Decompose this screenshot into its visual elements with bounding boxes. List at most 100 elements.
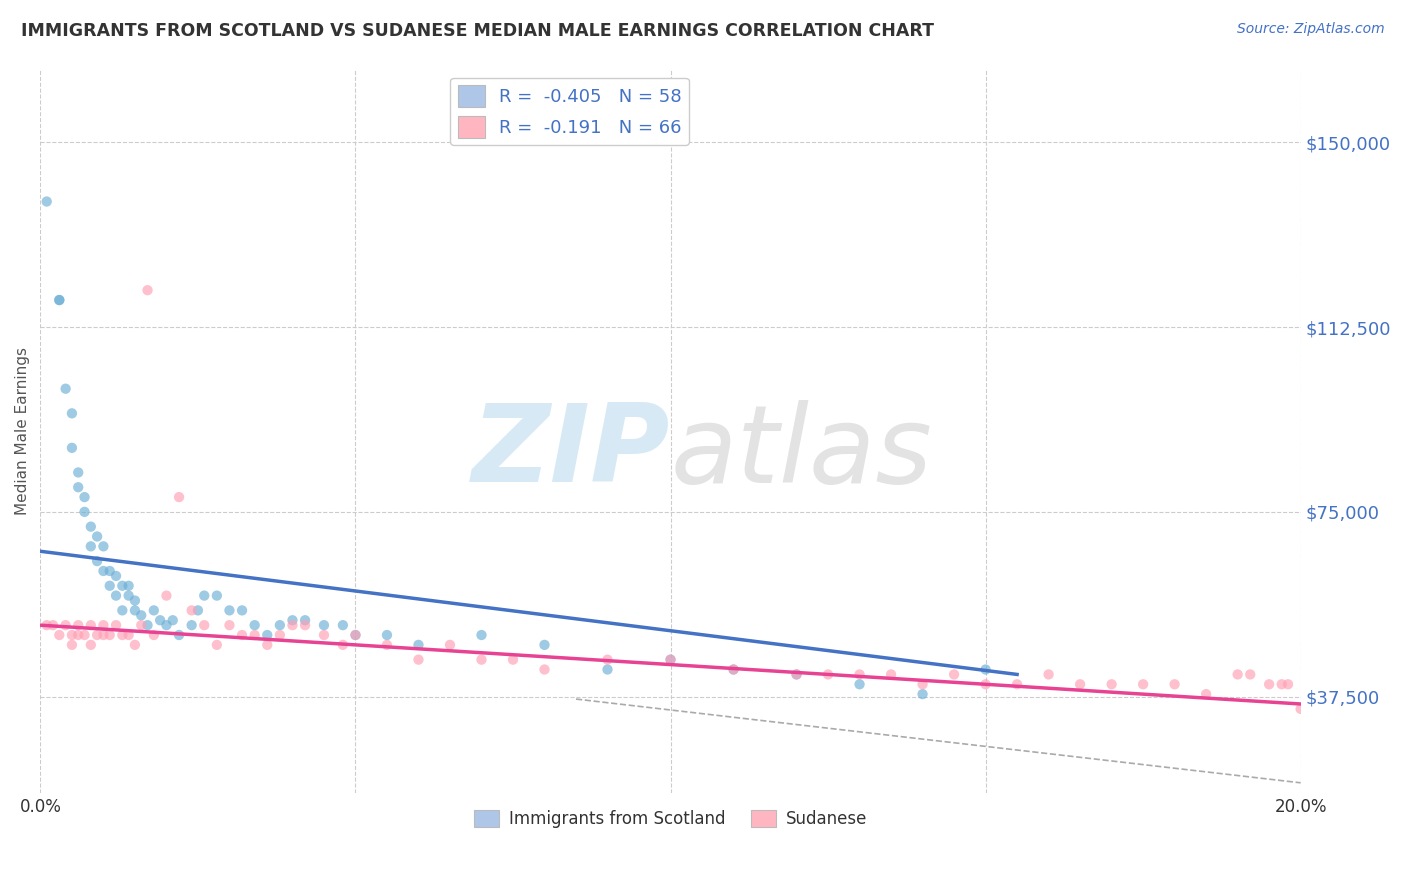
- Point: [312, 618, 335, 632]
- Point: [105, 618, 128, 632]
- Point: [294, 613, 316, 627]
- Point: [218, 603, 240, 617]
- Point: [439, 638, 461, 652]
- Point: [167, 490, 190, 504]
- Point: [117, 628, 139, 642]
- Point: [1195, 687, 1218, 701]
- Point: [408, 653, 430, 667]
- Point: [142, 603, 165, 617]
- Point: [67, 628, 90, 642]
- Point: [73, 490, 96, 504]
- Point: [93, 540, 115, 554]
- Text: IMMIGRANTS FROM SCOTLAND VS SUDANESE MEDIAN MALE EARNINGS CORRELATION CHART: IMMIGRANTS FROM SCOTLAND VS SUDANESE MED…: [21, 22, 934, 40]
- Point: [35, 194, 58, 209]
- Point: [470, 653, 492, 667]
- Text: atlas: atlas: [671, 400, 932, 505]
- Point: [723, 663, 745, 677]
- Point: [48, 293, 70, 307]
- Point: [1239, 667, 1261, 681]
- Point: [55, 382, 77, 396]
- Point: [1277, 677, 1299, 691]
- Point: [848, 667, 870, 681]
- Point: [848, 677, 870, 691]
- Point: [117, 589, 139, 603]
- Point: [205, 589, 228, 603]
- Point: [1132, 677, 1154, 691]
- Point: [60, 628, 83, 642]
- Point: [73, 628, 96, 642]
- Point: [67, 618, 90, 632]
- Point: [375, 638, 398, 652]
- Point: [596, 663, 619, 677]
- Point: [375, 628, 398, 642]
- Point: [880, 667, 903, 681]
- Point: [98, 628, 121, 642]
- Point: [155, 618, 177, 632]
- Point: [193, 589, 215, 603]
- Point: [243, 628, 266, 642]
- Point: [256, 638, 278, 652]
- Point: [231, 603, 253, 617]
- Point: [129, 608, 152, 623]
- Point: [281, 613, 304, 627]
- Point: [80, 618, 103, 632]
- Point: [1101, 677, 1123, 691]
- Point: [86, 554, 108, 568]
- Point: [470, 628, 492, 642]
- Point: [193, 618, 215, 632]
- Point: [911, 687, 934, 701]
- Point: [344, 628, 367, 642]
- Point: [80, 540, 103, 554]
- Point: [786, 667, 808, 681]
- Point: [533, 638, 555, 652]
- Point: [73, 505, 96, 519]
- Point: [294, 618, 316, 632]
- Point: [129, 618, 152, 632]
- Point: [596, 653, 619, 667]
- Point: [86, 529, 108, 543]
- Point: [80, 638, 103, 652]
- Point: [142, 628, 165, 642]
- Point: [93, 628, 115, 642]
- Point: [105, 589, 128, 603]
- Legend: Immigrants from Scotland, Sudanese: Immigrants from Scotland, Sudanese: [467, 804, 873, 835]
- Point: [162, 613, 184, 627]
- Point: [105, 569, 128, 583]
- Point: [124, 638, 146, 652]
- Point: [1163, 677, 1185, 691]
- Point: [117, 579, 139, 593]
- Point: [911, 677, 934, 691]
- Y-axis label: Median Male Earnings: Median Male Earnings: [15, 347, 30, 515]
- Point: [111, 603, 134, 617]
- Point: [86, 628, 108, 642]
- Point: [155, 589, 177, 603]
- Point: [1005, 677, 1028, 691]
- Point: [974, 677, 997, 691]
- Point: [187, 603, 209, 617]
- Point: [332, 638, 354, 652]
- Point: [502, 653, 524, 667]
- Point: [60, 441, 83, 455]
- Point: [136, 618, 159, 632]
- Point: [48, 628, 70, 642]
- Point: [60, 638, 83, 652]
- Point: [974, 663, 997, 677]
- Point: [659, 653, 682, 667]
- Point: [136, 283, 159, 297]
- Point: [1069, 677, 1091, 691]
- Point: [269, 628, 291, 642]
- Point: [98, 564, 121, 578]
- Point: [48, 293, 70, 307]
- Point: [1226, 667, 1249, 681]
- Point: [124, 593, 146, 607]
- Point: [67, 466, 90, 480]
- Point: [256, 628, 278, 642]
- Point: [111, 628, 134, 642]
- Point: [786, 667, 808, 681]
- Point: [124, 603, 146, 617]
- Point: [218, 618, 240, 632]
- Point: [93, 618, 115, 632]
- Point: [344, 628, 367, 642]
- Point: [269, 618, 291, 632]
- Point: [42, 618, 65, 632]
